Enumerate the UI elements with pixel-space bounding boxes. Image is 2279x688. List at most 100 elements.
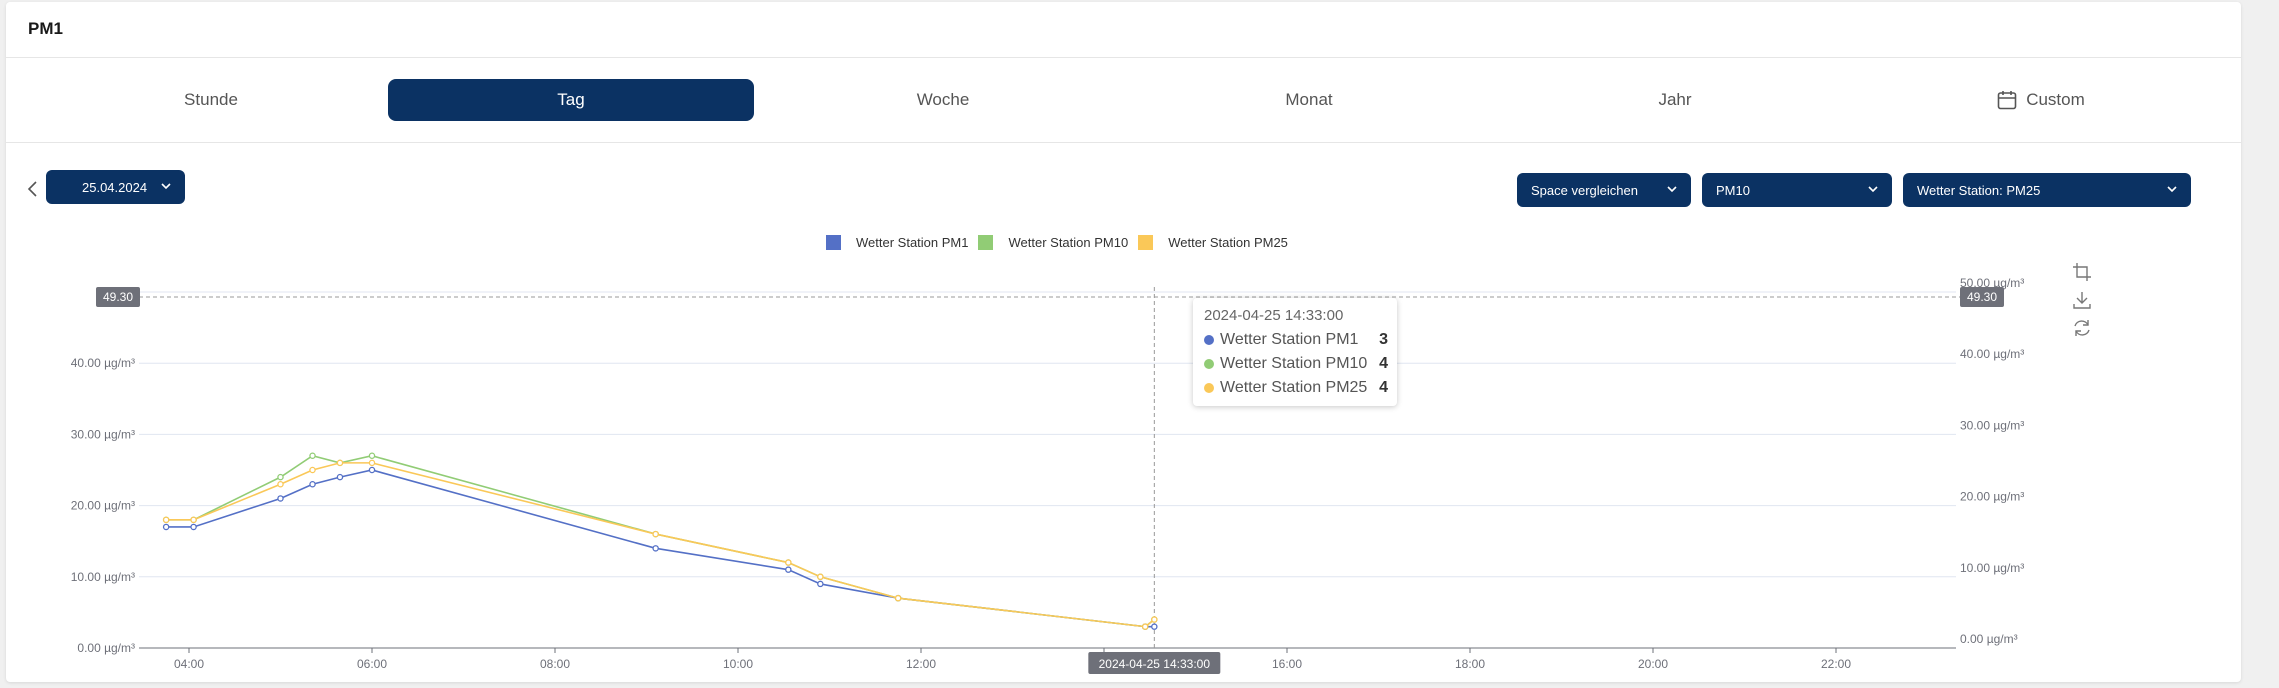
chevron-down-icon <box>2167 186 2177 193</box>
x-tick-label: 22:00 <box>1821 657 1851 671</box>
crop-icon[interactable] <box>2072 262 2092 282</box>
chevron-down-icon <box>1667 186 1677 193</box>
chevron-down-icon <box>161 183 171 190</box>
tab-label: Tag <box>557 90 585 109</box>
reference-label-right-bg <box>1960 286 2004 307</box>
series-line-2 <box>166 462 1155 628</box>
data-point <box>785 559 792 566</box>
data-point <box>309 452 316 460</box>
download-icon[interactable] <box>2072 290 2092 310</box>
data-point <box>190 523 197 531</box>
tooltip-time: 2024-04-25 14:33:00 <box>1204 307 1344 324</box>
data-point <box>817 580 824 588</box>
data-point <box>336 473 344 481</box>
tooltip-series-value: 4 <box>1379 379 1388 396</box>
reference-label-left-bg <box>96 286 140 307</box>
tab-label: Woche <box>916 90 970 109</box>
x-tick-label: 10:00 <box>723 657 753 671</box>
y-tick-label-right: 10.00 µg/m³ <box>1960 561 2024 575</box>
compare-space-label: Space vergleichen <box>1531 182 1638 198</box>
y-tick-label-right: 20.00 µg/m³ <box>1960 490 2024 504</box>
date-picker-value: 25.04.2024 <box>82 179 148 195</box>
y-tick-label-left: 10.00 µg/m³ <box>71 570 135 584</box>
chevron-left-icon <box>27 181 37 197</box>
tab-custom[interactable]: Custom <box>1858 79 2224 121</box>
legend-label-pm1[interactable]: Wetter Station PM1 <box>856 235 969 250</box>
data-point <box>894 594 902 602</box>
x-tick-label: 14:00 <box>1089 657 1119 671</box>
series-line-1 <box>166 454 1155 628</box>
tab-label: Stunde <box>184 90 238 109</box>
metric-select[interactable]: PM10 <box>1702 173 1892 207</box>
cursor-label: 2024-04-25 14:33:00 <box>1099 657 1211 671</box>
data-point <box>277 480 284 488</box>
data-point <box>162 516 170 524</box>
tab-label: Custom <box>2026 90 2085 109</box>
legend-label-pm25[interactable]: Wetter Station PM25 <box>1168 235 1288 250</box>
data-point <box>336 459 344 467</box>
x-tick-label: 20:00 <box>1638 657 1668 671</box>
tab-stunde[interactable]: Stunde <box>28 79 394 121</box>
data-point <box>277 495 284 502</box>
previous-date-button[interactable] <box>26 178 40 200</box>
data-point <box>1141 623 1149 630</box>
tab-label: Monat <box>1285 90 1333 109</box>
y-tick-label-left: 30.00 µg/m³ <box>71 427 135 441</box>
tab-jahr[interactable]: Jahr <box>1492 79 1858 121</box>
x-tick-label: 18:00 <box>1455 657 1485 671</box>
chevron-down-icon <box>1868 186 1878 193</box>
x-tick-label: 08:00 <box>540 657 570 671</box>
data-point <box>336 459 344 467</box>
data-point <box>1151 623 1158 630</box>
data-point <box>817 573 824 581</box>
data-point <box>190 516 197 524</box>
tooltip-dot <box>1204 383 1214 393</box>
tooltip-row: Wetter Station PM10 4 <box>1204 353 1388 375</box>
legend-swatch-pm10[interactable] <box>978 235 994 250</box>
refresh-icon[interactable] <box>2072 318 2092 338</box>
calendar-icon <box>1997 90 2017 110</box>
chart-toolbox <box>2072 262 2092 346</box>
x-tick-label: 04:00 <box>174 657 204 671</box>
data-point <box>368 466 376 474</box>
tab-monat[interactable]: Monat <box>1126 79 1492 121</box>
metric-select-value: PM10 <box>1716 182 1750 198</box>
x-tick-label: 16:00 <box>1272 657 1302 671</box>
y-tick-label-left: 0.00 µg/m³ <box>77 641 135 655</box>
tooltip-series-name: Wetter Station PM1 <box>1220 331 1359 348</box>
tooltip-series-name: Wetter Station PM10 <box>1220 355 1368 372</box>
legend-swatch-pm25[interactable] <box>1138 235 1154 250</box>
y-tick-label-right: 0.00 µg/m³ <box>1960 632 2018 646</box>
date-picker[interactable]: 25.04.2024 <box>46 170 185 204</box>
tooltip-series-value: 3 <box>1379 331 1388 348</box>
y-tick-label-left: 20.00 µg/m³ <box>71 499 135 513</box>
data-point <box>309 480 316 488</box>
tab-woche[interactable]: Woche <box>760 79 1126 121</box>
data-point <box>162 516 170 524</box>
compare-space-button[interactable]: Space vergleichen <box>1517 173 1691 207</box>
reference-label-right: 49.30 <box>1967 290 1997 304</box>
reference-label-left: 49.30 <box>103 290 133 304</box>
data-point <box>162 523 170 531</box>
y-tick-label-right: 50.00 µg/m³ <box>1960 276 2024 290</box>
legend-swatch-pm1[interactable] <box>826 235 841 250</box>
data-point <box>817 573 824 581</box>
tab-label: Jahr <box>1658 90 1692 109</box>
cursor-label-bg <box>1088 652 1221 674</box>
station-select-value: Wetter Station: PM25 <box>1917 182 2041 198</box>
data-point <box>652 530 659 538</box>
legend-label-pm10[interactable]: Wetter Station PM10 <box>1008 235 1129 250</box>
tooltip-dot <box>1204 335 1214 345</box>
card-header: PM1 <box>6 2 2241 58</box>
data-point <box>277 473 284 481</box>
data-point <box>785 566 792 573</box>
tooltip-series-name: Wetter Station PM25 <box>1220 379 1368 396</box>
card-title: PM1 <box>28 19 63 38</box>
data-point <box>785 559 792 566</box>
tooltip-series-value: 4 <box>1379 355 1388 372</box>
tooltip-dot <box>1204 359 1214 369</box>
station-select[interactable]: Wetter Station: PM25 <box>1903 173 2191 207</box>
series-line-0 <box>166 469 1155 628</box>
data-point <box>309 466 316 474</box>
tab-tag[interactable]: Tag <box>388 79 754 121</box>
